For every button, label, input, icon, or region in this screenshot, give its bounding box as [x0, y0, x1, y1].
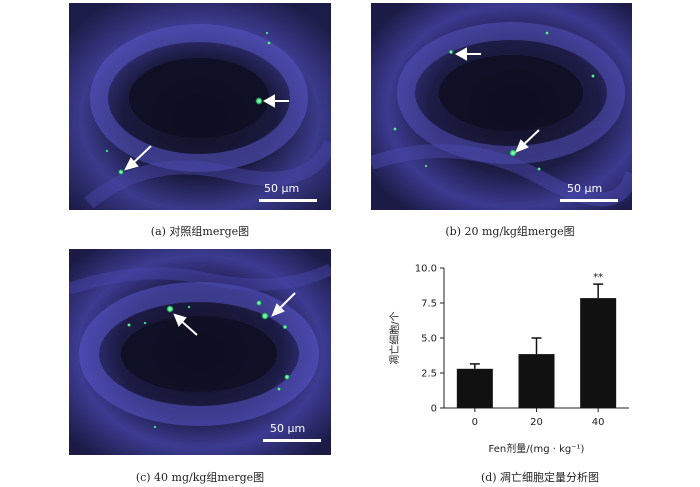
x-axis-label: Fen剂量/(mg · kg⁻¹)	[489, 442, 585, 455]
scale-bar	[560, 199, 618, 202]
scale-bar	[263, 439, 321, 442]
x-tick-label: 0	[472, 417, 478, 428]
micrograph-c: 50 μm	[69, 249, 331, 455]
arrow-icon	[262, 94, 289, 108]
caption-a: (a) 对照组merge图	[150, 225, 250, 238]
caption-b: (b) 20 mg/kg组merge图	[445, 225, 575, 238]
arrow-icon	[271, 292, 296, 317]
caption-d: (d) 凋亡细胞定量分析图	[480, 471, 600, 484]
micrograph-b: 50 μm	[371, 3, 632, 210]
arrow-icon	[173, 313, 198, 336]
y-tick-label: 10.0	[415, 264, 437, 275]
apoptosis-bar-chart: 0 2.5 5.0 7.5 10.0 0 20 40 ** 凋亡细胞/个 Fen剂量/(mg · k…	[388, 264, 629, 455]
significance-label: **	[593, 272, 603, 283]
y-tick-label: 0	[431, 404, 437, 415]
micrograph-b-image	[371, 3, 632, 210]
scale-label: 50 μm	[270, 422, 306, 435]
x-tick-label: 20	[530, 417, 543, 428]
caption-c: (c) 40 mg/kg组merge图	[135, 471, 265, 484]
scale-label: 50 μm	[264, 182, 300, 195]
y-tick-label: 2.5	[421, 369, 437, 380]
arrow-icon	[515, 129, 540, 153]
arrow-icon	[454, 47, 481, 61]
micrograph-a: 50 μm	[69, 3, 331, 210]
arrow-icon	[124, 145, 152, 171]
x-tick-label: 40	[592, 417, 605, 428]
y-tick-label: 7.5	[421, 299, 437, 310]
y-tick-label: 5.0	[421, 334, 437, 345]
bar	[456, 368, 493, 408]
y-axis-label: 凋亡细胞/个	[388, 311, 401, 364]
micrograph-a-image	[69, 3, 331, 210]
scale-label: 50 μm	[567, 182, 603, 195]
bar	[518, 354, 555, 408]
scale-bar	[259, 199, 317, 202]
bar	[580, 298, 617, 408]
micrograph-c-image	[69, 249, 331, 455]
